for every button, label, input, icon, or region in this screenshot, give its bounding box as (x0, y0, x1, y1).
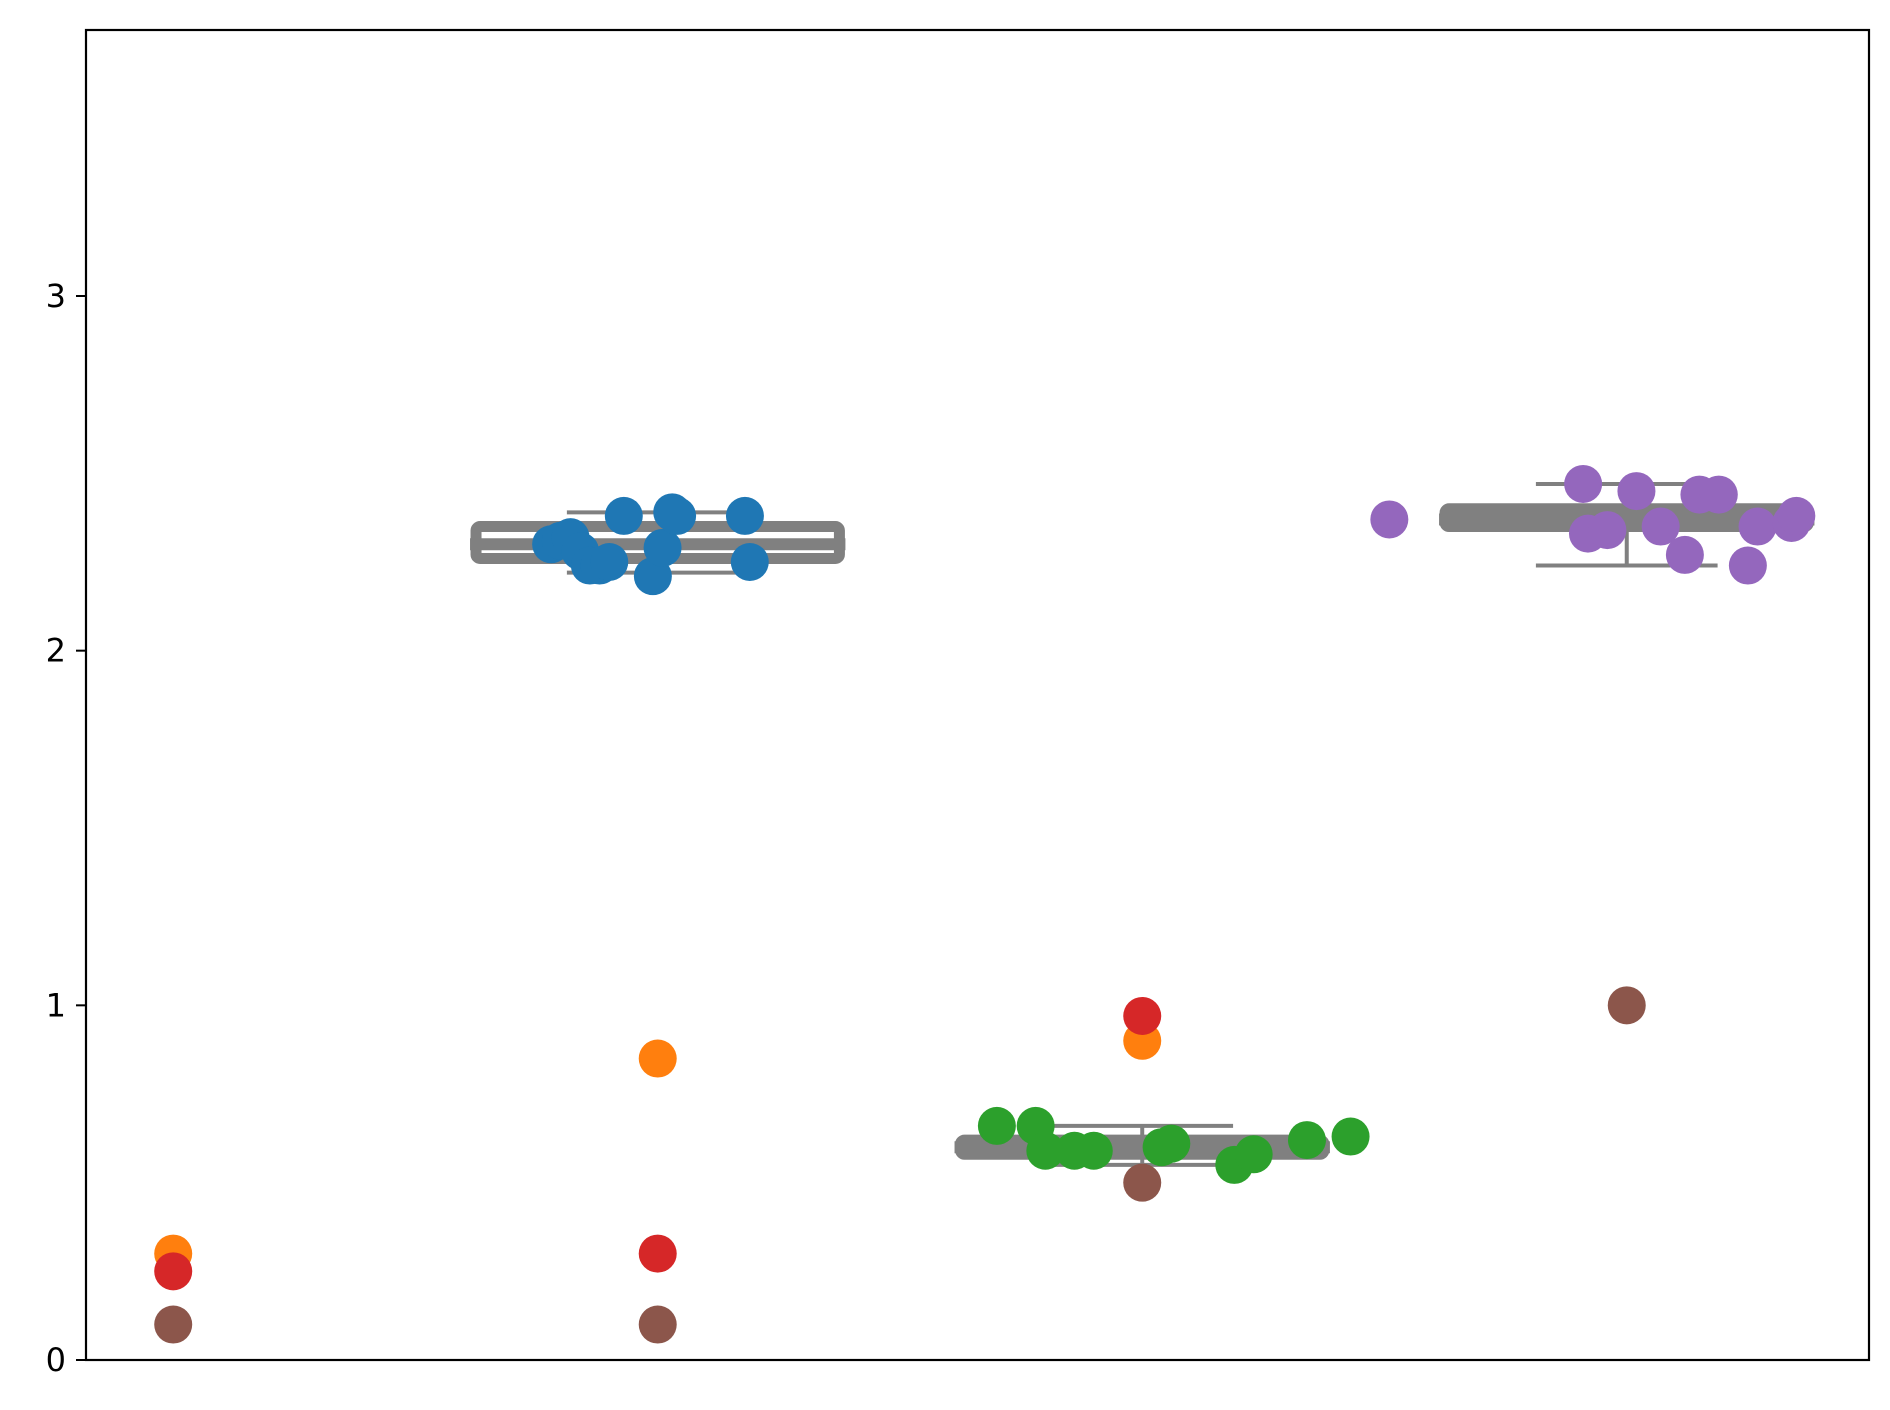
data-point (1331, 1117, 1370, 1156)
data-point (730, 543, 769, 581)
point-series (977, 1106, 1370, 1184)
data-point (638, 1234, 677, 1273)
y-tick-label: 1 (46, 986, 66, 1024)
data-point (638, 1039, 677, 1078)
data-point (638, 1305, 677, 1344)
point-series (532, 493, 769, 596)
data-point (977, 1106, 1016, 1145)
data-point (1777, 496, 1816, 535)
data-point (154, 1305, 193, 1344)
data-point (1564, 464, 1603, 503)
data-point (1123, 996, 1162, 1035)
y-tick-label: 0 (46, 1341, 66, 1379)
data-point (1699, 475, 1738, 514)
data-point (1588, 511, 1627, 550)
data-point (1123, 1163, 1162, 1202)
data-point (1026, 1131, 1065, 1170)
data-point (1665, 535, 1704, 574)
data-point (643, 528, 682, 567)
y-axis: 0 1 2 3 (46, 277, 86, 1379)
data-point (1641, 507, 1680, 546)
data-point (154, 1252, 193, 1291)
point-series (1370, 464, 1816, 585)
data-point (1370, 500, 1409, 539)
data-point (1152, 1124, 1191, 1163)
data-point (725, 496, 764, 535)
data-point (1607, 986, 1646, 1025)
data-point (1728, 546, 1767, 585)
y-tick-label: 2 (46, 632, 66, 670)
plot-frame (84, 28, 1871, 1362)
data-point (1287, 1121, 1326, 1160)
points-layer (154, 464, 1816, 1344)
point-series (154, 986, 1646, 1344)
point-series (154, 996, 1162, 1291)
data-point (604, 496, 643, 535)
data-point (1234, 1135, 1273, 1174)
y-tick-label: 3 (46, 277, 66, 315)
data-point (1617, 472, 1656, 511)
data-point (1738, 507, 1777, 546)
data-point (1074, 1131, 1113, 1170)
data-point (658, 496, 697, 535)
data-point (590, 543, 629, 581)
